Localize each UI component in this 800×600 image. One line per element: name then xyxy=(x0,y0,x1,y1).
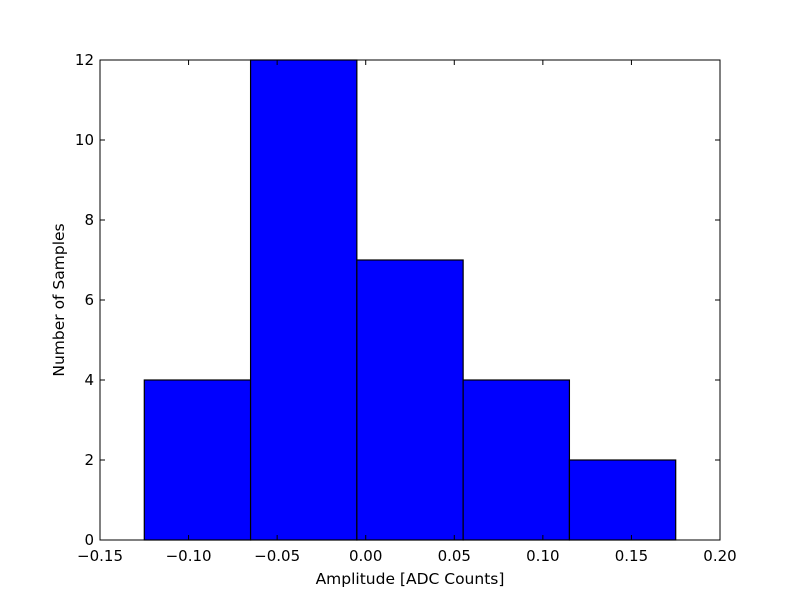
y-tick-label: 2 xyxy=(84,451,94,469)
x-tick-label: −0.10 xyxy=(166,547,212,565)
histogram-bar-5 xyxy=(568,459,677,541)
x-tick-label: 0.15 xyxy=(615,547,648,565)
ticks-group: −0.15 −0.10 −0.05 0.00 0.05 0.10 0.15 0.20 0 2 4 6 8… xyxy=(75,51,737,565)
y-axis-label: Number of Samples xyxy=(50,223,68,376)
y-tick-label: 6 xyxy=(84,291,94,309)
x-tick-label: 0.05 xyxy=(438,547,471,565)
y-tick-label: 8 xyxy=(84,211,94,229)
bars-group xyxy=(143,59,677,541)
x-tick-label: 0.00 xyxy=(349,547,382,565)
x-tick-label: −0.15 xyxy=(77,547,123,565)
y-tick-label: 12 xyxy=(75,51,94,69)
y-tick-label: 0 xyxy=(84,531,94,549)
y-tick-label: 4 xyxy=(84,371,94,389)
histogram-bar-4 xyxy=(462,379,571,541)
histogram-bar-3 xyxy=(356,259,464,541)
histogram-bar-1 xyxy=(143,379,252,541)
x-axis-label: Amplitude [ADC Counts] xyxy=(316,570,505,588)
x-tick-label: 0.10 xyxy=(526,547,559,565)
x-tick-label: −0.05 xyxy=(254,547,300,565)
histogram-bar-2 xyxy=(249,59,358,541)
x-tick-label: 0.20 xyxy=(703,547,736,565)
y-tick-label: 10 xyxy=(75,131,94,149)
